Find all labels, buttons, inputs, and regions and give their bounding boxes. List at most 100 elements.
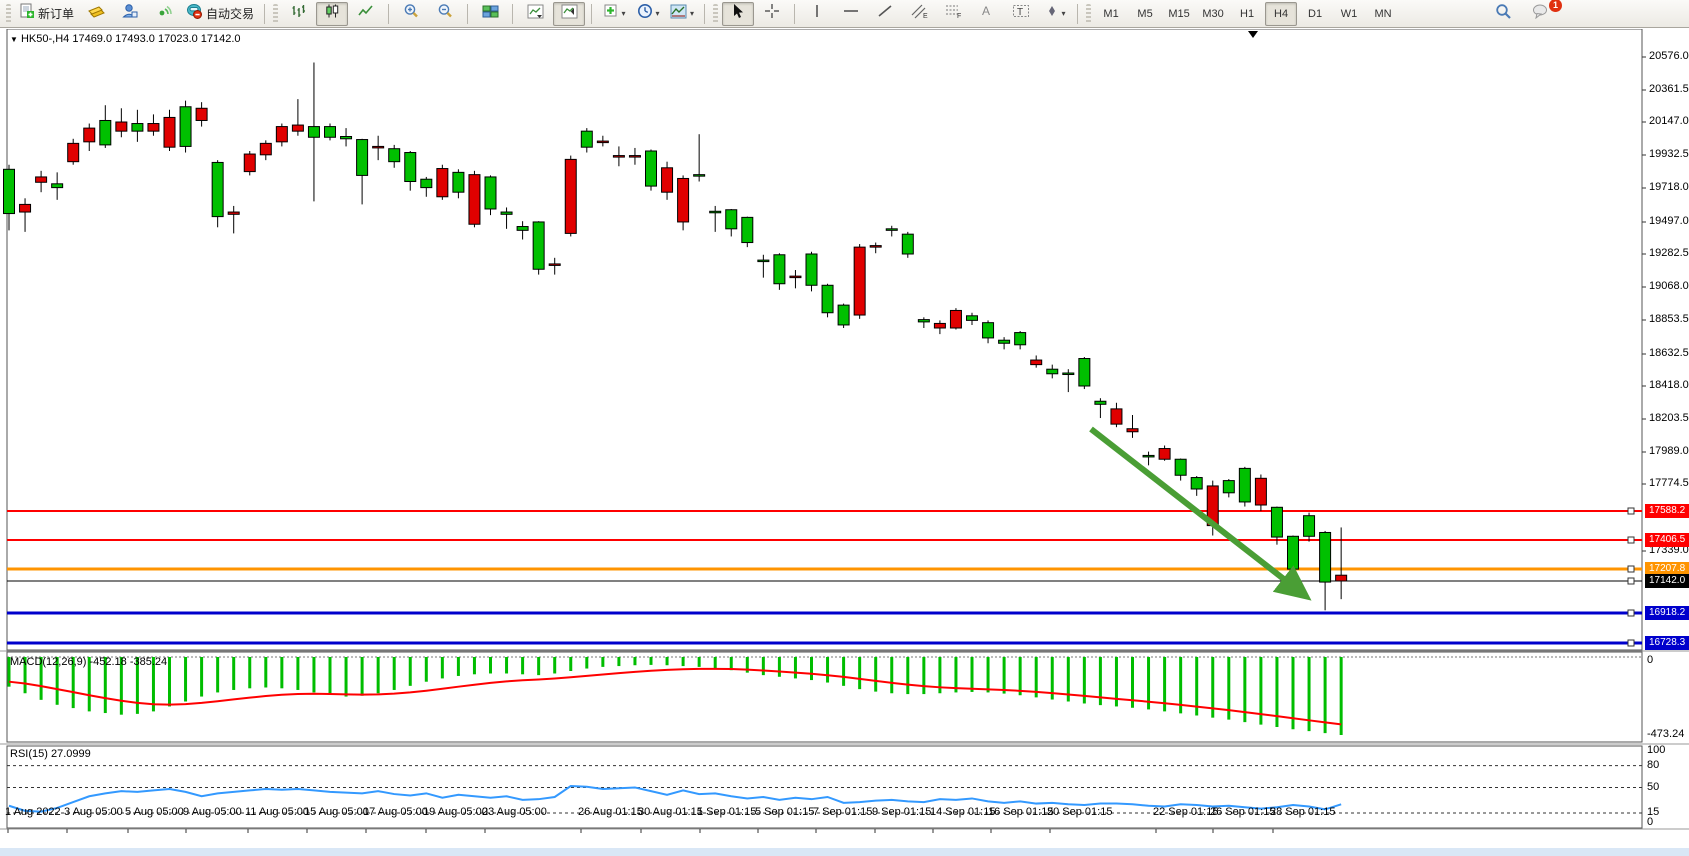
chart-shift-button[interactable] — [553, 1, 586, 26]
timeframe-m5-button[interactable]: M5 — [1129, 2, 1161, 26]
candle-body — [372, 145, 385, 149]
trendline-tool-button[interactable] — [869, 2, 901, 26]
time-axis-label: 16 Sep 01:15 — [988, 806, 1054, 818]
signal-icon — [156, 3, 172, 24]
time-axis-label: 23 Aug 05:00 — [482, 806, 547, 818]
shapes-icon — [1045, 4, 1059, 23]
periods-button[interactable]: ▾ — [632, 2, 664, 26]
cursor-icon — [731, 3, 745, 24]
timeframe-h4-button[interactable]: H4 — [1265, 1, 1298, 26]
candle-body — [1303, 515, 1316, 537]
svg-text:T: T — [1017, 7, 1023, 18]
candle-body — [211, 161, 224, 218]
rsi-level-label: 50 — [1647, 780, 1660, 793]
horizontal-line-icon — [842, 3, 860, 24]
line-handle — [1627, 609, 1635, 617]
price-line-tag: 17142.0 — [1645, 574, 1689, 588]
candle-body — [757, 259, 770, 263]
toolbar-grip[interactable] — [6, 3, 11, 24]
autotrade-label: 自动交易 — [206, 7, 255, 21]
price-line-tag: 16728.3 — [1645, 636, 1689, 650]
timeframe-w1-button[interactable]: W1 — [1333, 2, 1365, 26]
candle-body — [500, 211, 513, 215]
chart-shift-marker[interactable] — [1248, 31, 1258, 38]
candle-body — [821, 284, 834, 314]
gold-button[interactable] — [80, 2, 112, 26]
toolbar-grip[interactable] — [273, 3, 279, 24]
timeframe-h1-button[interactable]: H1 — [1231, 2, 1263, 26]
tile-windows-icon — [482, 4, 499, 24]
macd-pane-border — [6, 651, 1643, 743]
svg-text:F: F — [957, 13, 961, 19]
candle-body — [436, 168, 449, 198]
timeframe-m15-button[interactable]: M15 — [1163, 2, 1195, 26]
time-axis-label: 7 Sep 01:15 — [813, 806, 873, 818]
candle-body — [917, 319, 930, 323]
horizontal-line-tool-button[interactable] — [835, 2, 867, 26]
rsi-level-label: 80 — [1647, 758, 1660, 771]
templates-button[interactable]: ▾ — [666, 2, 698, 26]
time-axis-label: 9 Sep 01:15 — [872, 806, 932, 818]
new-order-button[interactable]: 新订单 — [15, 2, 78, 26]
price-tick-label: 17774.5 — [1649, 477, 1689, 489]
new-order-label: 新订单 — [38, 7, 75, 21]
rsi-line — [8, 785, 1342, 813]
timeframe-m1-button[interactable]: M1 — [1095, 2, 1127, 26]
fibonacci-tool-button[interactable]: F — [937, 2, 969, 26]
price-tick-label: 17989.0 — [1649, 445, 1689, 457]
timeframe-d1-button[interactable]: D1 — [1299, 2, 1331, 26]
candle-body — [163, 116, 176, 148]
chart-window: ▼ HK50-,H4 17469.0 17493.0 17023.0 17142… — [0, 29, 1689, 848]
price-chart-canvas[interactable] — [0, 29, 1689, 848]
candle-body — [131, 123, 144, 132]
main-pane-border — [6, 29, 1643, 651]
candle-body — [179, 106, 192, 147]
indicators-button[interactable]: ▾ — [598, 2, 630, 26]
time-axis-label: 30 Aug 01:15 — [638, 806, 703, 818]
search-button[interactable] — [1487, 2, 1519, 26]
price-tick-label: 18632.5 — [1649, 347, 1689, 359]
crosshair-tool-button[interactable] — [756, 2, 788, 26]
candle-body — [484, 176, 497, 210]
time-axis-label: 19 Aug 05:00 — [423, 806, 488, 818]
price-tick-label: 17339.0 — [1649, 544, 1689, 556]
line-chart-button[interactable] — [350, 2, 382, 26]
price-tick-label: 19932.5 — [1649, 148, 1689, 160]
timeframe-label: W1 — [1340, 7, 1358, 20]
toolbar-grip[interactable] — [1086, 3, 1092, 24]
search-icon — [1495, 3, 1512, 25]
candle-body — [468, 174, 481, 225]
rsi-level-label: 15 — [1647, 806, 1660, 819]
text-label-tool-button[interactable]: T — [1005, 2, 1037, 26]
candle-body — [741, 216, 754, 244]
symbol-dropdown-icon[interactable]: ▼ — [10, 35, 18, 44]
price-tick-label: 19497.0 — [1649, 215, 1689, 227]
text-tool-button[interactable]: A — [971, 2, 1003, 26]
vertical-line-tool-button[interactable] — [801, 2, 833, 26]
cursor-tool-button[interactable] — [722, 1, 755, 26]
price-tick-label: 19282.5 — [1649, 247, 1689, 259]
toolbar-grip[interactable] — [713, 3, 719, 24]
notifications-button[interactable]: 1 — [1525, 0, 1562, 26]
autotrade-icon — [186, 3, 203, 24]
signal-button[interactable] — [148, 2, 180, 26]
arrows-tool-button[interactable]: ▾ — [1039, 2, 1071, 26]
template-icon — [670, 4, 687, 24]
auto-scroll-button[interactable] — [519, 2, 551, 26]
candle-body — [1110, 408, 1123, 425]
candlestick-chart-button[interactable] — [316, 1, 349, 26]
candle-body — [693, 174, 706, 177]
time-axis-label: 14 Sep 01:15 — [930, 806, 996, 818]
tile-windows-button[interactable] — [474, 2, 506, 26]
zoom-in-button[interactable] — [395, 2, 427, 26]
equidistant-channel-tool-button[interactable]: E — [903, 2, 935, 26]
candle-body — [966, 315, 978, 321]
candlestick-chart-icon — [324, 3, 340, 24]
profile-button[interactable] — [114, 2, 146, 26]
timeframe-m30-button[interactable]: M30 — [1197, 2, 1229, 26]
zoom-out-button[interactable] — [429, 2, 461, 26]
autotrade-button[interactable]: 自动交易 — [182, 2, 258, 26]
time-axis-label: 20 Sep 01:15 — [1047, 806, 1113, 818]
timeframe-mn-button[interactable]: MN — [1367, 2, 1399, 26]
bar-chart-button[interactable] — [282, 2, 314, 26]
